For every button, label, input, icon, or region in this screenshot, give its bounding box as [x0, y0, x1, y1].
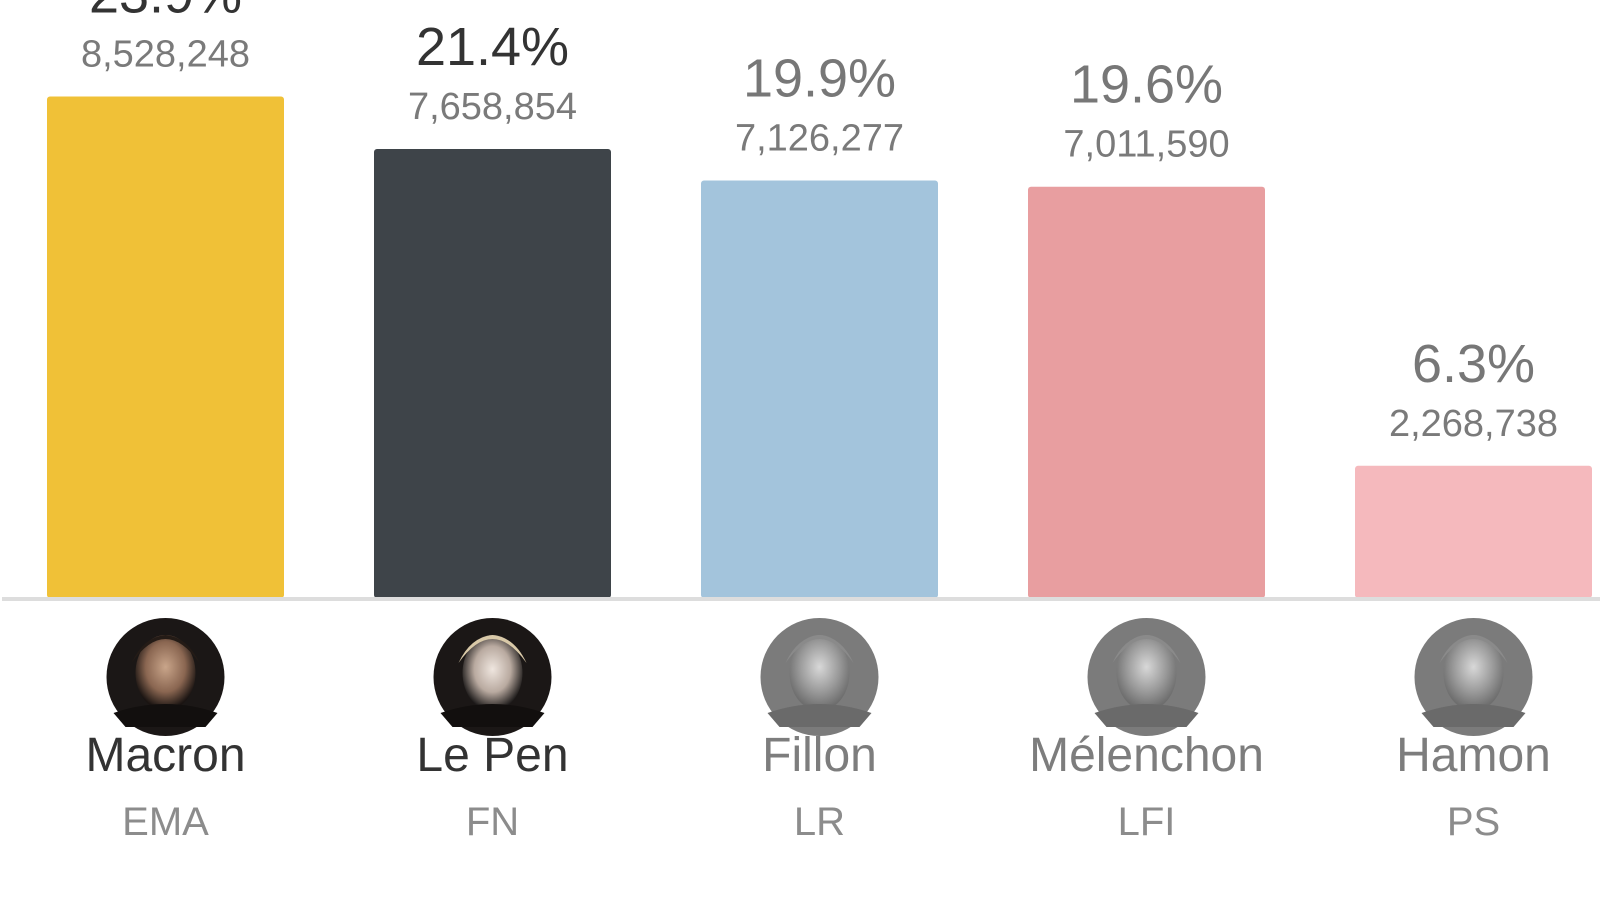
votes-label-hamon: 2,268,738	[1389, 403, 1558, 445]
party-label-melenchon: LFI	[1118, 800, 1176, 844]
value-label-fillon: 19.9%	[743, 48, 896, 108]
value-label-hamon: 6.3%	[1412, 334, 1535, 394]
votes-label-macron: 8,528,248	[81, 34, 250, 76]
candidate-name-fillon: Fillon	[762, 729, 877, 782]
bar-hamon	[1355, 465, 1592, 598]
bar-macron	[47, 96, 284, 599]
value-label-le-pen: 21.4%	[416, 17, 569, 77]
party-label-macron: EMA	[122, 800, 209, 844]
value-label-macron: 23.9%	[89, 0, 242, 25]
votes-label-fillon: 7,126,277	[735, 117, 904, 159]
candidate-name-melenchon: Mélenchon	[1029, 729, 1264, 782]
candidate-name-le-pen: Le Pen	[416, 729, 568, 782]
votes-label-le-pen: 7,658,854	[408, 86, 577, 128]
party-label-fillon: LR	[794, 800, 845, 844]
party-label-hamon: PS	[1447, 800, 1500, 844]
le-pen-portrait-icon	[433, 618, 552, 736]
value-label-melenchon: 19.6%	[1070, 55, 1223, 115]
bar-fillon	[701, 180, 938, 598]
melenchon-portrait-icon	[1087, 618, 1206, 736]
candidate-name-macron: Macron	[85, 729, 245, 782]
bar-melenchon	[1028, 186, 1265, 598]
bars-layer	[47, 96, 1592, 599]
labels-layer: 23.9% 8,528,248 Macron EMA 21.4% 7,658,854 Le …	[81, 0, 1558, 844]
hamon-portrait-icon	[1414, 618, 1533, 736]
macron-portrait-icon	[106, 618, 225, 736]
votes-label-melenchon: 7,011,590	[1063, 124, 1229, 166]
party-label-le-pen: FN	[466, 800, 519, 844]
bar-le-pen	[374, 148, 611, 598]
fillon-portrait-icon	[760, 618, 879, 736]
candidate-name-hamon: Hamon	[1396, 729, 1551, 782]
